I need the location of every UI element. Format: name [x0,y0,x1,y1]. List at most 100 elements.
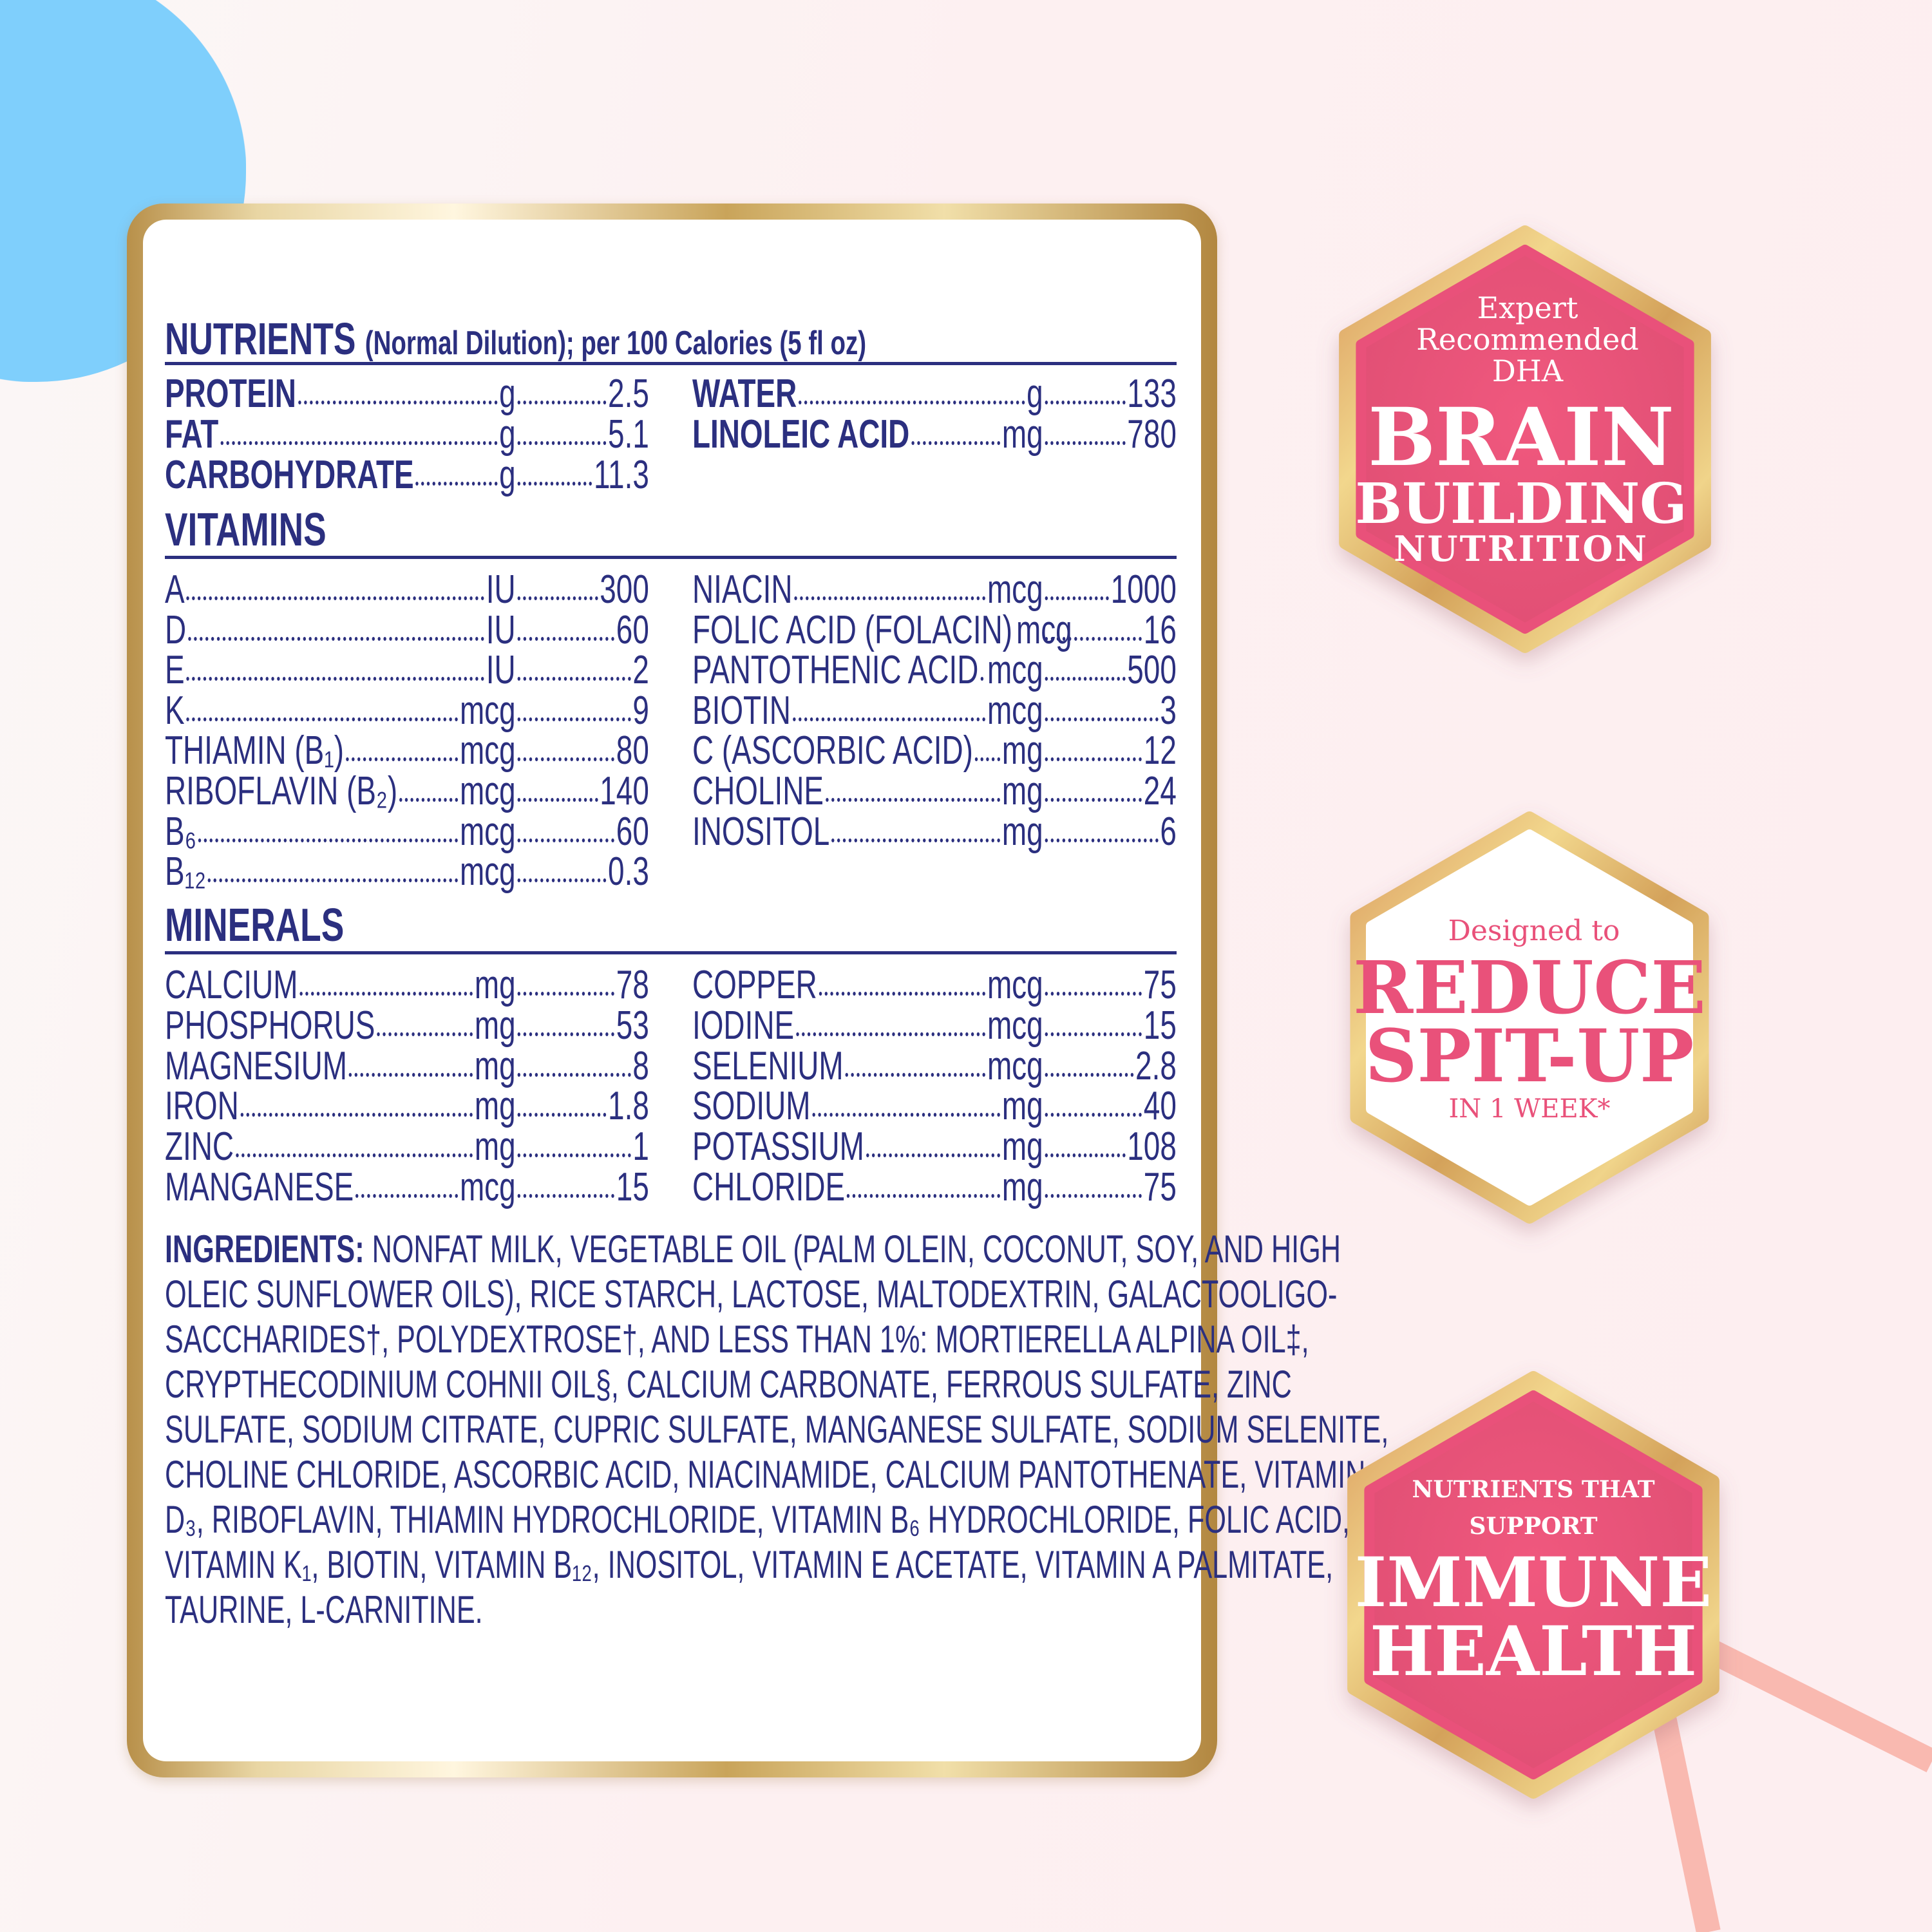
dot-leader [517,401,607,404]
nutrient-row: CHOLINE mg 24 [692,771,1177,812]
nutrient-row: NIACIN mcg 1000 [692,569,1177,611]
nutrient-value: 3 [1160,688,1177,733]
label-unit-group: SODIUM mg [692,1086,1043,1127]
value-group: 1 [516,1126,649,1168]
nutrient-unit: mcg [459,809,516,854]
nutrient-label: BIOTIN [692,688,791,733]
value-group: 1.8 [516,1086,649,1127]
ingredients-text: CRYPTHECODINIUM COHNII OIL§, CALCIUM CAR… [165,1363,1292,1406]
nutrient-value: 300 [600,567,649,612]
ingredients-line: CHOLINE CHLORIDE, ASCORBIC ACID, NIACINA… [165,1452,1365,1497]
dot-leader [345,757,458,762]
dot-leader [517,596,598,600]
badge-headline: BUILDING [1355,471,1687,536]
nutrient-label: CHLORIDE [692,1165,846,1209]
nutrient-unit: g [499,412,516,457]
value-group: 2.5 [516,374,649,415]
ingredients-text: D₃, RIBOFLAVIN, THIAMIN HYDROCHLORIDE, V… [165,1498,1350,1541]
dot-leader [207,878,458,883]
nutrient-label: FAT [165,412,219,457]
dot-leader [186,596,484,600]
nutrient-label: D [165,607,187,652]
nutrient-unit: mcg [987,648,1043,693]
label-unit-group: COPPER mcg [692,965,1043,1006]
nutrient-row: MAGNESIUM mg 8 [165,1045,649,1087]
vitamins-heading: VITAMINS [165,504,327,556]
badge-text: Designed to [1448,914,1620,947]
dot-leader [831,838,1000,842]
nutrient-unit: IU [486,607,516,652]
dot-leader [517,482,592,486]
dot-leader [517,717,631,721]
nutrient-label: B₆ [165,809,197,854]
dot-leader [974,757,1000,762]
nutrient-value: 780 [1127,412,1177,457]
badge-footer: IN 1 WEEK* [1448,1094,1610,1124]
nutrient-unit: mcg [987,963,1043,1007]
nutrient-value: 9 [632,688,649,733]
minerals-heading: MINERALS [165,900,345,951]
value-group: 9 [516,690,649,732]
value-group: 2.8 [1043,1045,1177,1087]
badge-footer: NUTRITION [1394,528,1649,569]
value-group: 2 [516,650,649,691]
value-group: 78 [516,965,649,1006]
nutrient-row: B₆ mcg 60 [165,811,649,853]
ingredients-text: NONFAT MILK, VEGETABLE OIL (PALM OLEIN, … [364,1227,1341,1271]
dot-leader [517,1153,631,1158]
value-group: 75 [1043,965,1177,1006]
nutrient-unit: mg [1001,809,1043,854]
nutrient-unit: mg [1001,1165,1043,1209]
dot-leader [517,838,614,842]
ingredients-text: OLEIC SUNFLOWER OILS), RICE STARCH, LACT… [165,1273,1338,1316]
dot-leader [796,1032,985,1036]
nutrient-row: THIAMIN (B₁) mcg 80 [165,730,649,772]
dot-leader [845,1072,985,1077]
nutrient-label: INOSITOL [692,809,830,854]
nutrient-label: NIACIN [692,567,793,612]
dot-leader [1045,838,1159,842]
dot-leader [1045,1032,1142,1036]
dot-leader [1045,1194,1142,1198]
dot-leader [517,636,614,641]
nutrient-value: 11.3 [593,453,649,497]
label-unit-group: FAT g [165,414,516,455]
nutrient-label: C (ASCORBIC ACID) [692,728,973,773]
ingredients-line: VITAMIN K₁, BIOTIN, VITAMIN B₁₂, INOSITO… [165,1542,1333,1587]
nutrient-label: POTASSIUM [692,1124,864,1170]
nutrient-row: ZINC mg 1 [165,1126,649,1168]
nutrient-unit: mg [1001,728,1043,773]
dot-leader [1045,992,1142,996]
badge-text: NUTRIENTS THAT [1412,1476,1654,1503]
nutrient-value: 75 [1143,1165,1177,1209]
nutrient-value: 53 [616,1003,649,1048]
nutrient-label: SELENIUM [692,1043,844,1088]
nutrient-unit: mcg [459,688,516,733]
nutrient-row: PANTOTHENIC ACID mcg 500 [692,650,1177,691]
nutrient-label: RIBOFLAVIN (B₂) [165,769,398,813]
nutrient-value: 6 [1160,809,1177,854]
hexagon-white-fill [1366,829,1693,1206]
dot-leader [240,1113,473,1117]
nutrient-unit: mg [474,1084,516,1129]
nutrient-row: FOLIC ACID (FOLACIN) mcg 16 [692,607,1177,652]
nutrient-row: WATER g 133 [692,374,1177,415]
nutrient-label: COPPER [692,963,817,1007]
nutrient-value: 40 [1143,1084,1177,1129]
label-unit-group: A IU [165,569,516,611]
dot-leader [517,878,607,883]
nutrient-row: E IU 2 [165,650,649,691]
label-unit-group: C (ASCORBIC ACID) mg [692,730,1043,772]
dot-leader [1045,798,1142,802]
nutrient-value: 15 [1143,1003,1177,1048]
nutrient-unit: mcg [1016,607,1072,652]
dot-leader [794,596,985,600]
ingredients-text: VITAMIN K₁, BIOTIN, VITAMIN B₁₂, INOSITO… [165,1543,1334,1586]
nutrient-row: IRON mg 1.8 [165,1086,649,1127]
label-unit-group: CALCIUM mg [165,965,516,1006]
dot-leader [1045,441,1126,445]
nutrient-value: 2 [632,648,649,693]
value-group: 60 [516,811,649,853]
